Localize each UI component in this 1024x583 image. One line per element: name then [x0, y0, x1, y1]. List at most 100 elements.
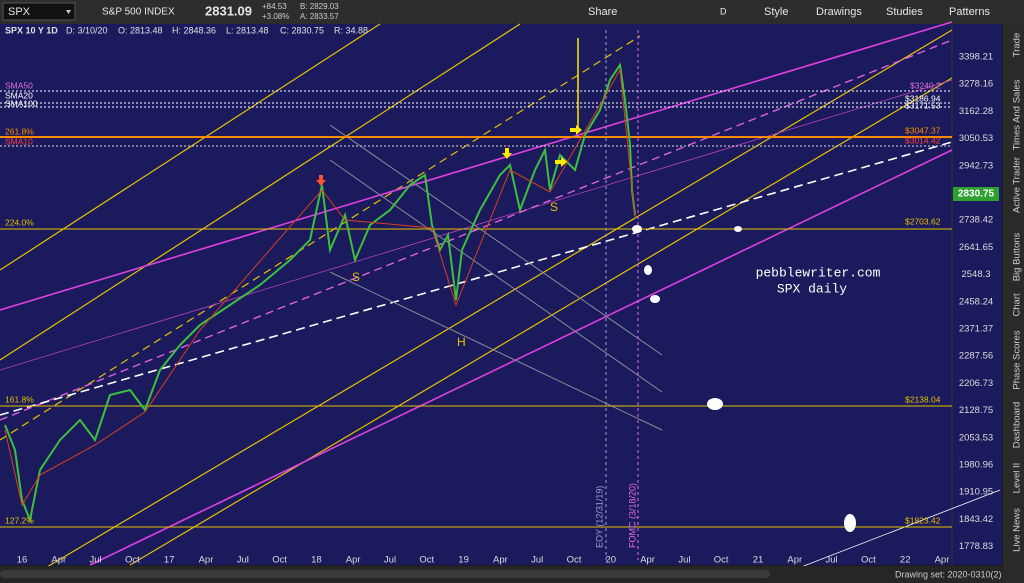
dropdown-arrow	[66, 10, 71, 14]
period-button[interactable]: D	[720, 6, 727, 16]
pattern-label: H	[457, 335, 466, 349]
side-tab[interactable]: Phase Scores	[1012, 330, 1023, 389]
time-label: Oct	[714, 555, 729, 566]
time-label: 17	[164, 555, 175, 566]
time-label: Apr	[199, 555, 214, 566]
arrow	[555, 157, 567, 167]
price-label: 2287.56	[959, 351, 993, 362]
price-label: 2548.3	[961, 269, 990, 280]
channel-line	[0, 21, 953, 311]
style-button[interactable]: Style	[764, 6, 788, 18]
median-line	[0, 141, 953, 416]
time-label: Apr	[640, 555, 655, 566]
side-tab[interactable]: Dashboard	[1012, 402, 1023, 448]
time-label: 22	[900, 555, 911, 566]
level-label: $1823.42	[905, 515, 941, 525]
study-label: SMA100	[5, 98, 38, 108]
time-axis: 16 Apr Jul Oct 17 Apr Jul Oct 18 Apr Jul Oct 19 Apr Ju…	[17, 555, 950, 566]
time-label: Jul	[826, 555, 838, 566]
price-label: 2942.73	[959, 160, 993, 171]
time-label: Oct	[272, 555, 287, 566]
study-label: SMA10	[5, 136, 33, 146]
time-label: Oct	[567, 555, 582, 566]
time-label: Apr	[51, 555, 66, 566]
fib-label: 127.2%	[5, 515, 34, 525]
trend-line	[129, 77, 953, 566]
studies-button[interactable]: Studies	[886, 6, 923, 18]
target-marker	[644, 265, 652, 275]
drawings-button[interactable]: Drawings	[816, 6, 862, 18]
side-tab[interactable]: Big Buttons	[1012, 232, 1023, 281]
target-marker	[650, 295, 660, 303]
patterns-button[interactable]: Patterns	[949, 6, 990, 18]
time-label: Apr	[346, 555, 361, 566]
time-label: Jul	[90, 555, 102, 566]
side-tab[interactable]: Times And Sales	[1012, 79, 1023, 150]
level-label: $3171.53	[905, 100, 941, 110]
watermark: SPX daily	[777, 281, 847, 296]
level-label: $3014.42	[905, 135, 941, 145]
event-label: EOY (12/31/19)	[594, 486, 604, 548]
share-button[interactable]: Share	[588, 6, 617, 18]
channel-line	[0, 79, 953, 371]
pattern-label: S	[550, 200, 558, 214]
side-tab[interactable]: Level II	[1012, 463, 1023, 494]
time-label: Oct	[861, 555, 876, 566]
side-tab[interactable]: Active Trader	[1012, 157, 1023, 213]
study-label: SMA20	[5, 90, 33, 100]
side-tabs: Trade Times And Sales Active Trader Big But…	[1012, 33, 1023, 552]
scrollbar[interactable]	[0, 570, 770, 578]
fan-line	[329, 124, 663, 356]
price-label: 2371.37	[959, 324, 993, 335]
last-price: 2831.09	[205, 3, 252, 18]
study-label: SMA50	[5, 80, 33, 90]
chart-background	[0, 24, 1002, 565]
level-label: $2138.04	[905, 394, 941, 404]
price-label: 1910.95	[959, 487, 993, 498]
time-label: 16	[17, 555, 28, 566]
channel-line	[0, 39, 953, 421]
time-label: Jul	[531, 555, 543, 566]
price-label: 3162.28	[959, 106, 993, 117]
ask: A: 2833.57	[300, 12, 339, 21]
time-label: Jul	[678, 555, 690, 566]
fib-label: 224.0%	[5, 217, 34, 227]
legend-item: C: 2830.75	[280, 25, 324, 35]
trend-line	[19, 29, 953, 583]
price-label: 3050.53	[959, 133, 993, 144]
side-panel	[1003, 24, 1024, 583]
side-tab[interactable]: Trade	[1012, 33, 1023, 57]
legend-item: D: 3/10/20	[66, 25, 108, 35]
event-label: FOMC (3/18/20)	[627, 483, 637, 548]
target-marker	[734, 226, 742, 232]
time-label: 21	[753, 555, 764, 566]
time-label: Oct	[125, 555, 140, 566]
fan-line	[329, 271, 663, 431]
trend-line	[0, 23, 521, 361]
chart-symbol: SPX 10 Y 1D	[5, 25, 58, 35]
toolbar	[0, 0, 1024, 24]
instrument-name: S&P 500 INDEX	[102, 7, 175, 18]
price-label: 2053.53	[959, 432, 993, 443]
legend-item: R: 34.88	[334, 25, 368, 35]
drawing-set: Drawing set: 2020-0310(2)	[895, 569, 1002, 579]
price-label: 2738.42	[959, 215, 993, 226]
symbol[interactable]: SPX	[8, 6, 31, 18]
price-label: 1980.96	[959, 460, 993, 471]
legend-item: H: 2848.36	[172, 25, 216, 35]
time-label: Apr	[935, 555, 950, 566]
price-label: 2458.24	[959, 296, 993, 307]
fib-label: 161.8%	[5, 394, 34, 404]
arrow	[316, 175, 326, 186]
symbol-box[interactable]	[2, 2, 76, 21]
time-label: 18	[311, 555, 322, 566]
side-tab[interactable]: Live News	[1012, 508, 1023, 552]
time-label: 19	[458, 555, 469, 566]
price-label: 3398.21	[959, 52, 993, 63]
side-tab[interactable]: Chart	[1012, 293, 1023, 317]
bid: B: 2829.03	[300, 2, 339, 11]
fan-line	[329, 159, 663, 393]
target-marker	[707, 398, 723, 410]
time-label: 20	[606, 555, 617, 566]
time-label: Jul	[384, 555, 396, 566]
